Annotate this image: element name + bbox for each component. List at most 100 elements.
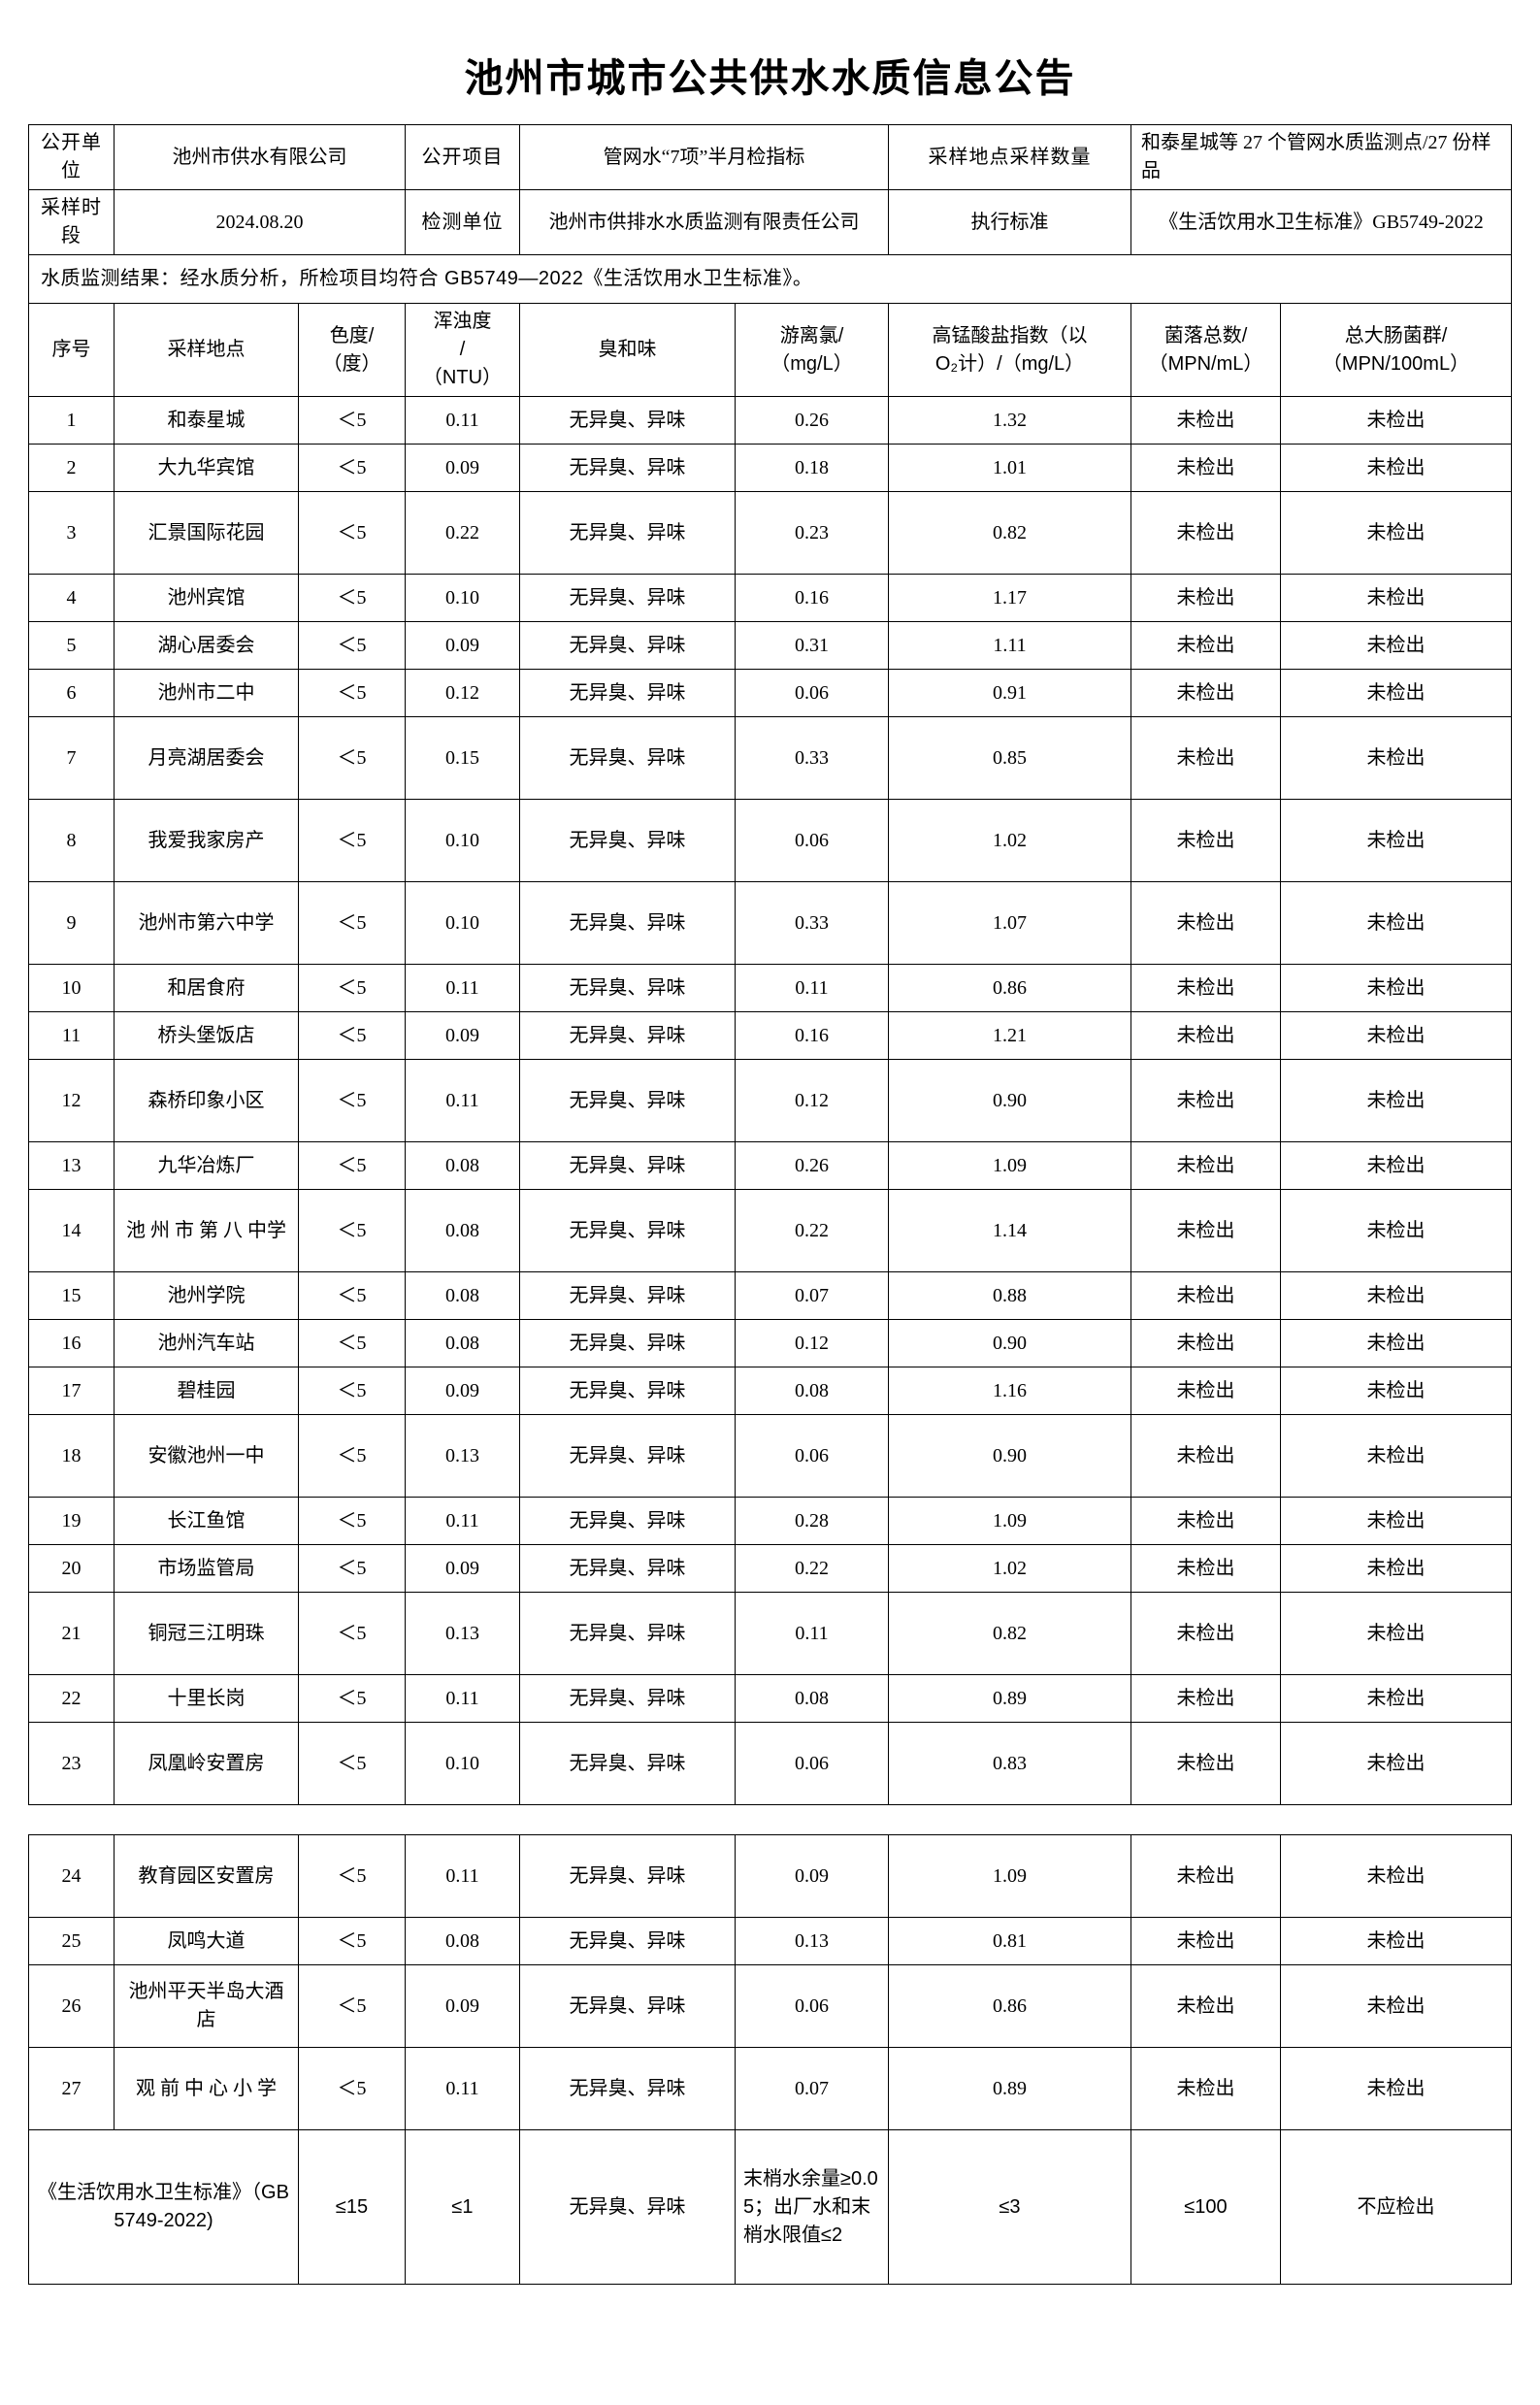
standard-color: ≤15 — [297, 2129, 406, 2285]
sample-odor: 无异臭、异味 — [518, 491, 736, 575]
sample-color: ＜5 — [297, 444, 406, 492]
sample-coliform: 未检出 — [1280, 1059, 1512, 1142]
sample-turbidity: 0.08 — [404, 1141, 520, 1190]
sample-permanganate: 1.01 — [888, 444, 1131, 492]
standard-bacteria: ≤100 — [1130, 2129, 1281, 2285]
sample-permanganate: 1.02 — [888, 799, 1131, 882]
sample-turbidity: 0.11 — [404, 1674, 520, 1723]
sample-index: 25 — [27, 1917, 115, 1965]
sample-bacteria: 未检出 — [1130, 1319, 1281, 1367]
sample-odor: 无异臭、异味 — [518, 2047, 736, 2130]
sample-index: 4 — [27, 574, 115, 622]
sample-odor: 无异臭、异味 — [518, 1722, 736, 1805]
sample-permanganate: 0.83 — [888, 1722, 1131, 1805]
sample-turbidity: 0.13 — [404, 1592, 520, 1675]
sample-site: 池州平天半岛大酒店 — [113, 1964, 299, 2048]
sample-site: 凤鸣大道 — [113, 1917, 299, 1965]
sample-site: 凤凰岭安置房 — [113, 1722, 299, 1805]
sample-chlorine: 0.08 — [734, 1367, 890, 1415]
table-row: 14 池 州 市 第 八 中学 ＜5 0.08 无异臭、异味 0.22 1.14 未检出 未检出 — [27, 1189, 1512, 1272]
sample-site: 长江鱼馆 — [113, 1497, 299, 1545]
sample-site: 池 州 市 第 八 中学 — [113, 1189, 299, 1272]
sample-turbidity: 0.09 — [404, 1964, 520, 2048]
sample-coliform: 未检出 — [1280, 1271, 1512, 1320]
sample-color: ＜5 — [297, 574, 406, 622]
sample-color: ＜5 — [297, 491, 406, 575]
sample-index: 22 — [27, 1674, 115, 1723]
table-row: 19 长江鱼馆 ＜5 0.11 无异臭、异味 0.28 1.09 未检出 未检出 — [27, 1497, 1512, 1545]
sample-coliform: 未检出 — [1280, 716, 1512, 800]
col-header-chlorine-unit: （mg/L） — [770, 352, 853, 375]
sample-site: 十里长岗 — [113, 1674, 299, 1723]
sample-site: 池州学院 — [113, 1271, 299, 1320]
sample-turbidity: 0.12 — [404, 669, 520, 717]
sample-site: 大九华宾馆 — [113, 444, 299, 492]
sample-permanganate: 0.90 — [888, 1319, 1131, 1367]
sample-odor: 无异臭、异味 — [518, 716, 736, 800]
sample-site: 市场监管局 — [113, 1544, 299, 1593]
col-header-coliform-label: 总大肠菌群/ — [1344, 324, 1448, 346]
col-header-index-label: 序号 — [51, 339, 91, 360]
sample-turbidity: 0.13 — [404, 1414, 520, 1498]
sample-permanganate: 1.02 — [888, 1544, 1131, 1593]
sample-bacteria: 未检出 — [1130, 574, 1281, 622]
sample-bacteria: 未检出 — [1130, 716, 1281, 800]
sample-permanganate: 1.11 — [888, 621, 1131, 670]
sample-coliform: 未检出 — [1280, 1414, 1512, 1498]
sample-site: 湖心居委会 — [113, 621, 299, 670]
table-row: 9 池州市第六中学 ＜5 0.10 无异臭、异味 0.33 1.07 未检出 未检出 — [27, 881, 1512, 965]
sample-chlorine: 0.12 — [734, 1319, 890, 1367]
sample-coliform: 未检出 — [1280, 1722, 1512, 1805]
sample-permanganate: 1.09 — [888, 1141, 1131, 1190]
sample-odor: 无异臭、异味 — [518, 621, 736, 670]
info-value-lab: 池州市供排水水质监测有限责任公司 — [518, 189, 890, 255]
summary-text: 水质监测结果：经水质分析，所检项目均符合 GB5749—2022《生活饮用水卫生… — [27, 254, 1513, 304]
sample-permanganate: 0.85 — [888, 716, 1131, 800]
sample-odor: 无异臭、异味 — [518, 1271, 736, 1320]
sample-site: 和泰星城 — [113, 396, 299, 445]
sample-permanganate: 0.89 — [888, 1674, 1131, 1723]
sample-color: ＜5 — [297, 1834, 406, 1918]
sample-index: 2 — [27, 444, 115, 492]
sample-chlorine: 0.06 — [734, 1414, 890, 1498]
sample-permanganate: 0.82 — [888, 491, 1131, 575]
sample-permanganate: 1.09 — [888, 1497, 1131, 1545]
table-row: 1 和泰星城 ＜5 0.11 无异臭、异味 0.26 1.32 未检出 未检出 — [27, 396, 1512, 445]
col-header-permanganate-unit: O₂计）/（mg/L） — [894, 350, 1126, 379]
sample-index: 12 — [27, 1059, 115, 1142]
info-value-publisher: 池州市供水有限公司 — [113, 124, 406, 190]
sample-bacteria: 未检出 — [1130, 491, 1281, 575]
sample-odor: 无异臭、异味 — [518, 1011, 736, 1060]
sample-odor: 无异臭、异味 — [518, 1141, 736, 1190]
sample-turbidity: 0.09 — [404, 444, 520, 492]
col-header-chlorine-label: 游离氯/ — [779, 324, 844, 346]
sample-coliform: 未检出 — [1280, 1592, 1512, 1675]
sample-chlorine: 0.22 — [734, 1544, 890, 1593]
sample-index: 1 — [27, 396, 115, 445]
table-row: 6 池州市二中 ＜5 0.12 无异臭、异味 0.06 0.91 未检出 未检出 — [27, 669, 1512, 717]
standard-permanganate: ≤3 — [888, 2129, 1131, 2285]
info-label-standard: 执行标准 — [888, 189, 1131, 255]
sample-coliform: 未检出 — [1280, 1964, 1512, 2048]
sample-index: 7 — [27, 716, 115, 800]
sample-bacteria: 未检出 — [1130, 1059, 1281, 1142]
col-header-index: 序号 — [27, 303, 115, 397]
sample-site: 碧桂园 — [113, 1367, 299, 1415]
sample-index: 19 — [27, 1497, 115, 1545]
sample-coliform: 未检出 — [1280, 444, 1512, 492]
sample-index: 16 — [27, 1319, 115, 1367]
info-row-2: 采样时段 2024.08.20 检测单位 池州市供排水水质监测有限责任公司 执行… — [27, 189, 1512, 255]
sample-index: 17 — [27, 1367, 115, 1415]
sample-color: ＜5 — [297, 1544, 406, 1593]
sample-bacteria: 未检出 — [1130, 1964, 1281, 2048]
info-value-standard: 《生活饮用水卫生标准》GB5749-2022 — [1130, 189, 1512, 255]
sample-bacteria: 未检出 — [1130, 1271, 1281, 1320]
sample-index: 9 — [27, 881, 115, 965]
sample-turbidity: 0.09 — [404, 1544, 520, 1593]
sample-color: ＜5 — [297, 1414, 406, 1498]
sample-turbidity: 0.11 — [404, 1059, 520, 1142]
sample-odor: 无异臭、异味 — [518, 1544, 736, 1593]
sample-chlorine: 0.28 — [734, 1497, 890, 1545]
sample-permanganate: 1.14 — [888, 1189, 1131, 1272]
sample-turbidity: 0.08 — [404, 1917, 520, 1965]
